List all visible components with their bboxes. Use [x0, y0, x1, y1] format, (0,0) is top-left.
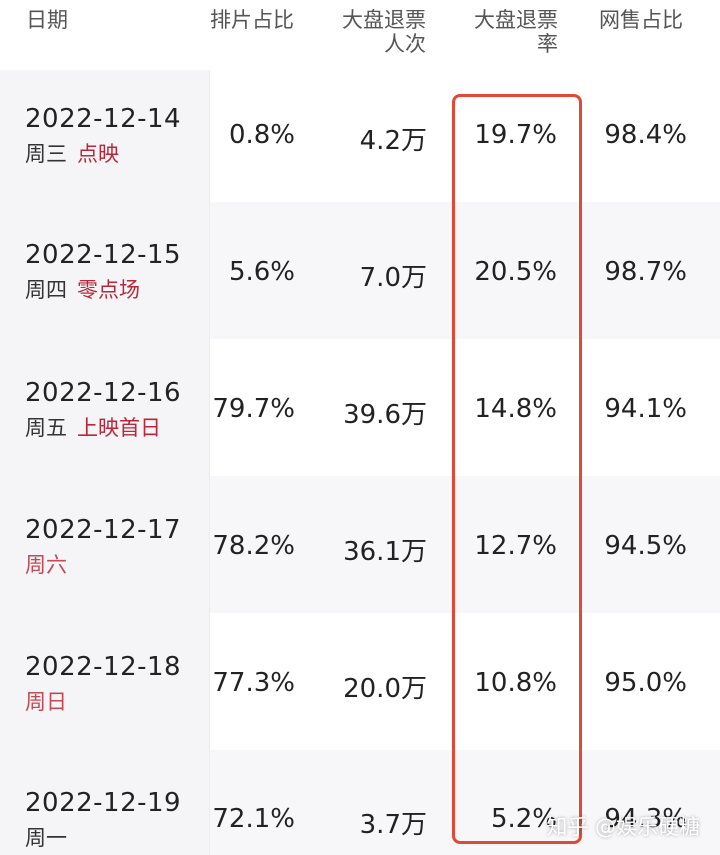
online-share-cell: 94.5% — [604, 531, 687, 561]
online-share-cell: 94.1% — [604, 394, 687, 424]
column-divider — [209, 70, 210, 202]
table-row: 2022-12-15 周四 零点场 5.6% 7.0万 20.5% 98.7% — [0, 202, 720, 339]
refund-rate-cell: 19.7% — [474, 120, 557, 150]
online-share-cell: 98.7% — [604, 257, 687, 287]
row-weekday: 周四 零点场 — [25, 274, 140, 304]
row-weekday: 周五 上映首日 — [25, 412, 161, 442]
date-cell-background — [0, 339, 210, 476]
column-divider — [209, 339, 210, 476]
row-date: 2022-12-17 — [25, 515, 182, 545]
header-refund-rate-line2: 率 — [537, 32, 558, 56]
refund-people-cell: 20.0万 — [343, 674, 427, 704]
schedule-share-cell: 77.3% — [212, 668, 295, 698]
refund-people-cell: 36.1万 — [343, 537, 427, 567]
online-share-cell: 95.0% — [604, 668, 687, 698]
refund-rate-highlight-box — [452, 94, 582, 844]
header-refund-people-line1: 大盘退票 — [342, 8, 426, 32]
screening-tag: 上映首日 — [77, 416, 161, 440]
refund-people-cell: 39.6万 — [343, 400, 427, 430]
row-weekday: 周一 — [25, 822, 67, 852]
date-cell-background — [0, 476, 210, 613]
header-schedule-share[interactable]: 排片占比 — [210, 8, 294, 32]
row-date: 2022-12-16 — [25, 378, 182, 408]
row-date: 2022-12-14 — [25, 104, 182, 134]
refund-rate-cell: 20.5% — [474, 257, 557, 287]
weekday-label: 周五 — [25, 416, 67, 440]
table-row: 2022-12-16 周五 上映首日 79.7% 39.6万 14.8% 94.1… — [0, 339, 720, 476]
refund-rate-cell: 10.8% — [474, 668, 557, 698]
schedule-share-cell: 78.2% — [212, 531, 295, 561]
row-date: 2022-12-19 — [25, 788, 182, 818]
screening-tag: 点映 — [77, 142, 119, 166]
date-cell-background — [0, 70, 210, 202]
schedule-share-cell: 79.7% — [212, 394, 295, 424]
online-share-cell: 94.3% — [604, 804, 687, 834]
header-refund-rate-line1: 大盘退票 — [474, 8, 558, 32]
table-row: 2022-12-17 周六 78.2% 36.1万 12.7% 94.5% — [0, 476, 720, 613]
table-row: 2022-12-18 周日 77.3% 20.0万 10.8% 95.0% — [0, 613, 720, 750]
header-refund-rate[interactable]: 大盘退票 率 — [474, 8, 558, 56]
row-date: 2022-12-18 — [25, 652, 182, 682]
refund-rate-cell: 5.2% — [490, 804, 557, 834]
schedule-share-cell: 72.1% — [212, 804, 295, 834]
schedule-share-cell: 5.6% — [228, 257, 295, 287]
refund-rate-cell: 12.7% — [474, 531, 557, 561]
online-share-cell: 98.4% — [604, 120, 687, 150]
watermark: 知乎 @娱乐硬糖 — [546, 815, 700, 839]
weekday-label: 周三 — [25, 142, 67, 166]
date-cell-background — [0, 613, 210, 750]
date-cell-background — [0, 750, 210, 855]
row-weekday: 周日 — [25, 686, 67, 716]
header-refund-people-line2: 人次 — [384, 32, 426, 56]
refund-people-cell: 3.7万 — [359, 810, 427, 840]
header-date[interactable]: 日期 — [26, 8, 68, 32]
screening-tag: 零点场 — [77, 278, 140, 302]
table-header: 日期 排片占比 大盘退票 人次 大盘退票 率 网售占比 — [0, 0, 720, 70]
weekday-label: 周一 — [25, 826, 67, 850]
column-divider — [209, 202, 210, 339]
column-divider — [209, 750, 210, 855]
table-row: 2022-12-19 周一 72.1% 3.7万 5.2% 94.3% — [0, 750, 720, 855]
row-weekday: 周六 — [25, 549, 67, 579]
schedule-share-cell: 0.8% — [228, 120, 295, 150]
row-weekday: 周三 点映 — [25, 138, 119, 168]
column-divider — [209, 613, 210, 750]
date-cell-background — [0, 202, 210, 339]
refund-people-cell: 7.0万 — [359, 263, 427, 293]
table-row: 2022-12-14 周三 点映 0.8% 4.2万 19.7% 98.4% — [0, 70, 720, 202]
weekday-label: 周日 — [25, 690, 67, 714]
refund-people-cell: 4.2万 — [359, 126, 427, 156]
row-date: 2022-12-15 — [25, 240, 182, 270]
refund-rate-cell: 14.8% — [474, 394, 557, 424]
weekday-label: 周四 — [25, 278, 67, 302]
column-divider — [209, 476, 210, 613]
header-online-share[interactable]: 网售占比 — [599, 8, 683, 32]
header-refund-people[interactable]: 大盘退票 人次 — [342, 8, 426, 56]
weekday-label: 周六 — [25, 553, 67, 577]
